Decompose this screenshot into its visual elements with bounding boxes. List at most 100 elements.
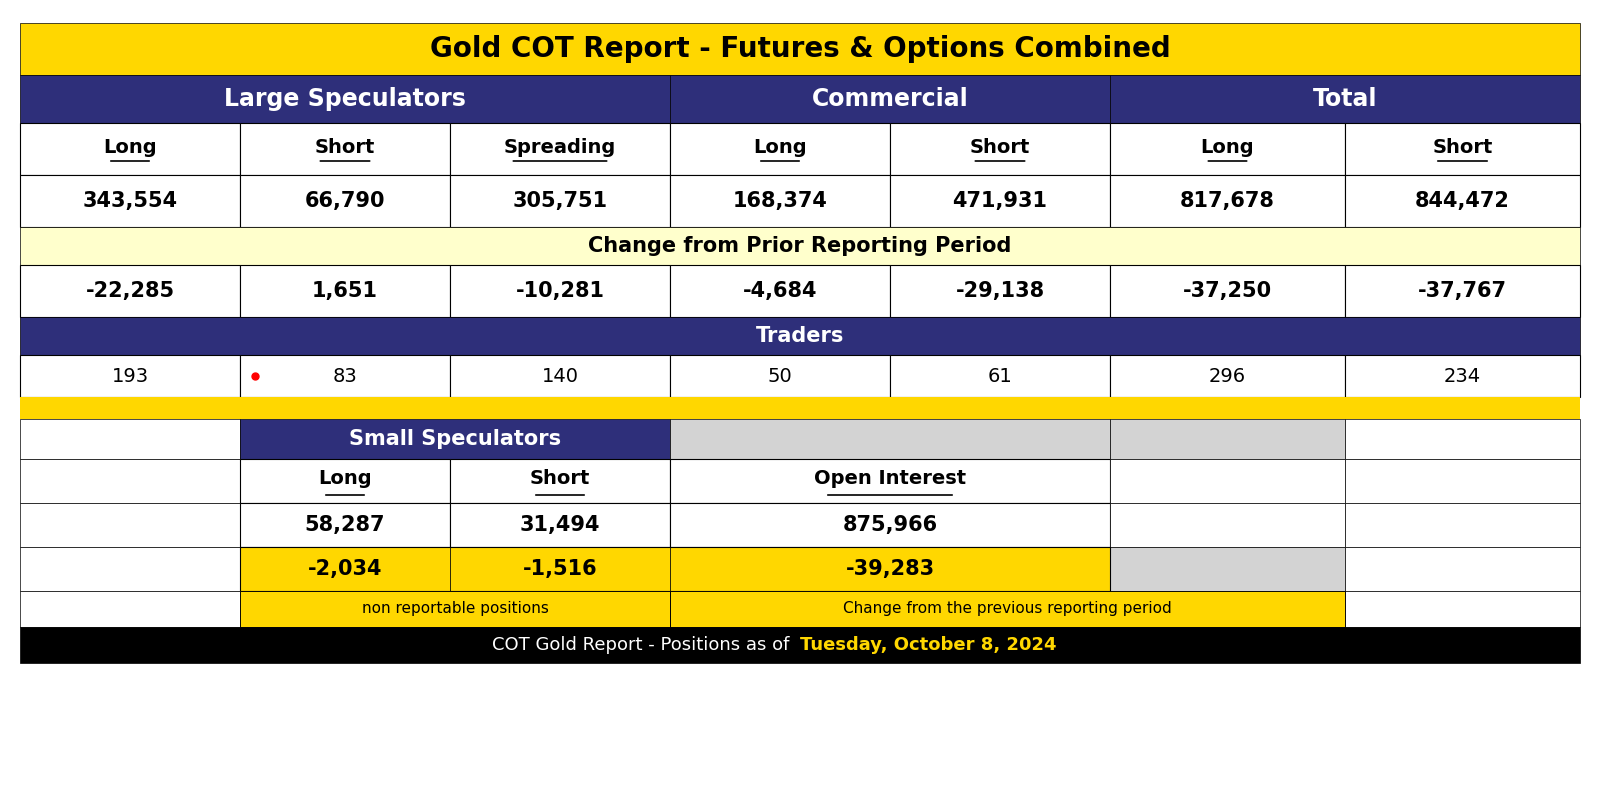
Bar — [450, 123, 670, 175]
Bar — [19, 419, 240, 459]
Bar — [1346, 591, 1581, 627]
Text: 58,287: 58,287 — [304, 515, 386, 535]
Bar — [19, 265, 240, 317]
Bar — [1110, 123, 1346, 175]
Text: Tuesday, October 8, 2024: Tuesday, October 8, 2024 — [800, 636, 1056, 654]
Bar — [1346, 175, 1581, 227]
Bar — [450, 355, 670, 397]
Bar — [670, 503, 1110, 547]
Bar — [1110, 503, 1346, 547]
Bar — [670, 75, 1110, 123]
Bar — [19, 397, 1581, 419]
Bar — [670, 123, 890, 175]
Text: 66,790: 66,790 — [304, 191, 386, 211]
Text: 193: 193 — [112, 366, 149, 385]
Bar — [240, 547, 450, 591]
Text: Large Speculators: Large Speculators — [224, 87, 466, 111]
Bar — [1110, 459, 1346, 503]
Bar — [19, 459, 240, 503]
Text: Change from the previous reporting period: Change from the previous reporting perio… — [843, 602, 1171, 616]
Bar — [670, 591, 1346, 627]
Bar — [450, 459, 670, 503]
Text: 875,966: 875,966 — [843, 515, 938, 535]
Bar — [1346, 503, 1581, 547]
Text: -39,283: -39,283 — [845, 559, 934, 579]
Bar — [1110, 419, 1346, 459]
Text: Commercial: Commercial — [811, 87, 968, 111]
Text: -4,684: -4,684 — [742, 281, 818, 301]
Bar — [450, 503, 670, 547]
Bar — [670, 459, 1110, 503]
Text: Traders: Traders — [755, 326, 845, 346]
Bar — [240, 591, 670, 627]
Bar — [1346, 123, 1581, 175]
Bar — [670, 175, 890, 227]
Text: 296: 296 — [1210, 366, 1246, 385]
Bar — [19, 23, 1581, 75]
Text: Change from Prior Reporting Period: Change from Prior Reporting Period — [589, 236, 1011, 256]
Text: Spreading: Spreading — [504, 137, 616, 156]
Text: 140: 140 — [541, 366, 579, 385]
Text: Short: Short — [530, 469, 590, 488]
Text: -29,138: -29,138 — [955, 281, 1045, 301]
Text: 50: 50 — [768, 366, 792, 385]
Text: Total: Total — [1312, 87, 1378, 111]
Text: 61: 61 — [987, 366, 1013, 385]
Text: -1,516: -1,516 — [523, 559, 597, 579]
Bar — [450, 265, 670, 317]
Bar — [670, 419, 1110, 459]
Bar — [1346, 459, 1581, 503]
Bar — [670, 265, 890, 317]
Text: Small Speculators: Small Speculators — [349, 429, 562, 449]
Bar — [240, 459, 450, 503]
Text: 817,678: 817,678 — [1181, 191, 1275, 211]
Bar — [19, 317, 1581, 355]
Text: Long: Long — [318, 469, 371, 488]
Bar — [240, 591, 670, 627]
Bar — [240, 503, 450, 547]
Bar — [670, 547, 1110, 591]
Bar — [19, 227, 1581, 265]
Text: -2,034: -2,034 — [307, 559, 382, 579]
Text: COT Gold Report - Positions as of: COT Gold Report - Positions as of — [491, 636, 795, 654]
Bar — [19, 123, 240, 175]
Text: Gold COT Report - Futures & Options Combined: Gold COT Report - Futures & Options Comb… — [430, 35, 1170, 63]
Bar — [19, 503, 240, 547]
Bar — [890, 123, 1110, 175]
Bar — [1110, 265, 1346, 317]
Bar — [240, 355, 450, 397]
Bar — [240, 175, 450, 227]
Bar — [240, 123, 450, 175]
Text: -37,250: -37,250 — [1182, 281, 1272, 301]
Bar — [1346, 547, 1581, 591]
Bar — [240, 265, 450, 317]
Text: 471,931: 471,931 — [952, 191, 1048, 211]
Bar — [1346, 265, 1581, 317]
Text: 83: 83 — [333, 366, 357, 385]
Text: Open Interest: Open Interest — [814, 469, 966, 488]
Bar — [1110, 175, 1346, 227]
Text: Short: Short — [970, 137, 1030, 156]
Text: 844,472: 844,472 — [1414, 191, 1510, 211]
Bar — [1110, 75, 1581, 123]
Bar — [19, 75, 670, 123]
Bar — [240, 419, 670, 459]
Text: 234: 234 — [1443, 366, 1482, 385]
Text: 343,554: 343,554 — [83, 191, 178, 211]
Bar — [19, 591, 240, 627]
Bar — [19, 175, 240, 227]
Bar — [19, 547, 240, 591]
Bar — [1346, 355, 1581, 397]
Text: -10,281: -10,281 — [515, 281, 605, 301]
Bar — [670, 355, 890, 397]
Bar — [1110, 547, 1346, 591]
Bar — [450, 175, 670, 227]
Bar — [1110, 355, 1346, 397]
Bar — [19, 355, 240, 397]
Bar — [240, 547, 1110, 591]
Text: Short: Short — [1432, 137, 1493, 156]
Bar — [670, 591, 1346, 627]
Bar — [890, 355, 1110, 397]
Bar — [1346, 419, 1581, 459]
Text: Long: Long — [1200, 137, 1254, 156]
